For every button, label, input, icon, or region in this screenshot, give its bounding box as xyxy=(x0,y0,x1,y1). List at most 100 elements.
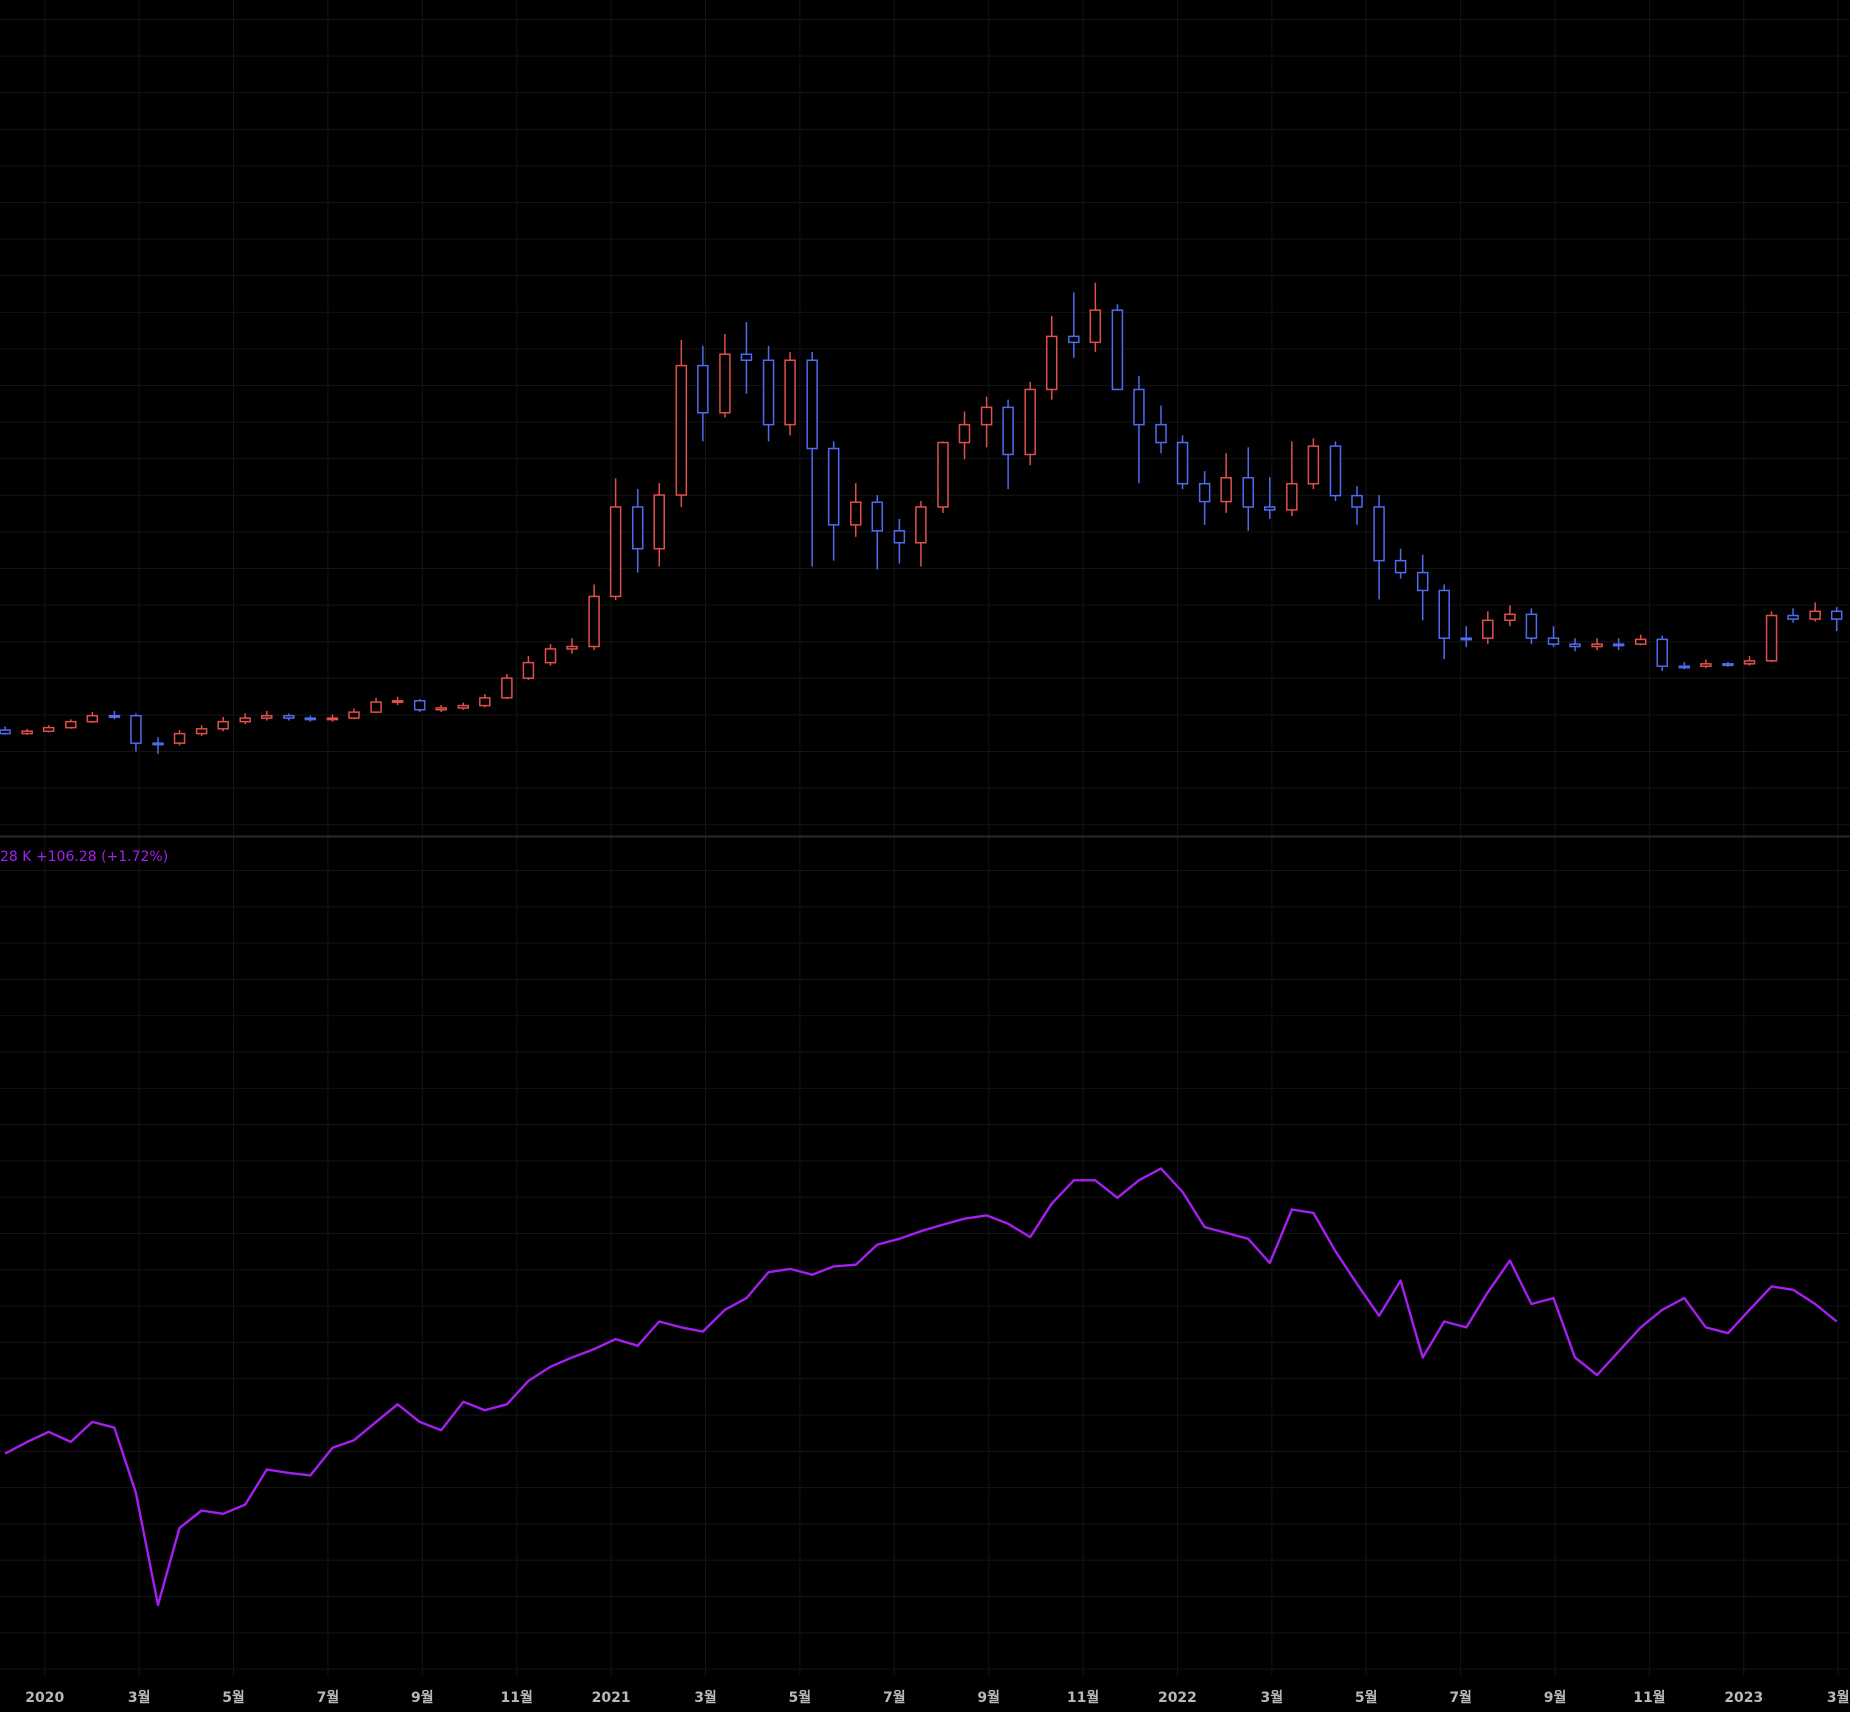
price-pane-grid xyxy=(0,0,1850,835)
candle-body xyxy=(348,711,360,719)
candle-body xyxy=(1351,494,1363,508)
x-tick-label: 11월 xyxy=(1067,1689,1099,1706)
candle-body xyxy=(1373,506,1385,562)
x-tick-label: 5월 xyxy=(789,1689,812,1706)
candle-body xyxy=(1656,638,1669,667)
candle-body xyxy=(1722,663,1734,667)
candle-body xyxy=(566,645,578,650)
candle-body xyxy=(21,730,33,735)
candle-body xyxy=(130,714,142,744)
x-tick-label: 9월 xyxy=(411,1689,434,1706)
candle-body xyxy=(1612,643,1625,647)
candle-body xyxy=(1307,445,1320,485)
candle-body xyxy=(239,717,251,723)
candle-body xyxy=(1460,637,1473,641)
x-tick-label: 7월 xyxy=(317,1689,340,1706)
candle-body xyxy=(1068,335,1080,344)
candle-body xyxy=(937,441,949,508)
candle-body xyxy=(413,700,426,711)
candle-body xyxy=(697,364,709,414)
x-tick-label: 9월 xyxy=(977,1689,1000,1706)
candle-body xyxy=(1242,476,1254,508)
candle-body xyxy=(1591,643,1603,648)
x-tick-label: 5월 xyxy=(1355,1689,1378,1706)
candle-body xyxy=(217,720,229,730)
x-tick-label: 3월 xyxy=(128,1689,151,1706)
candle-body xyxy=(1111,309,1124,391)
candle-body xyxy=(1830,610,1843,620)
x-tick-label: 3월 xyxy=(694,1689,717,1706)
candle-body xyxy=(65,720,77,729)
x-tick-label: 7월 xyxy=(1449,1689,1472,1706)
candle-body xyxy=(108,714,121,718)
candle-body xyxy=(304,717,317,721)
candle-body xyxy=(850,501,862,526)
candle-body xyxy=(1133,388,1145,426)
candle-body xyxy=(1809,610,1821,620)
candle-body xyxy=(893,530,906,544)
candle-body xyxy=(86,714,99,723)
candle-body xyxy=(1525,613,1538,639)
candle-body xyxy=(457,704,470,709)
candle-body xyxy=(1765,614,1778,662)
candle-body xyxy=(1743,660,1756,665)
candle-body xyxy=(370,701,382,713)
candle-body xyxy=(326,717,339,721)
candle-body xyxy=(1634,638,1647,645)
vertical-grid xyxy=(44,0,1839,1676)
x-tick-label: 2020 xyxy=(25,1690,64,1706)
candle-body xyxy=(762,359,775,426)
candle-body xyxy=(1394,559,1407,574)
x-tick-label: 3월 xyxy=(1827,1689,1850,1706)
candle-body xyxy=(1198,482,1211,503)
candle-body xyxy=(1089,309,1102,344)
candle-body xyxy=(261,714,273,719)
candle-body xyxy=(1220,476,1232,503)
candle-body xyxy=(1569,643,1581,648)
candle-body xyxy=(391,700,404,704)
candle-body xyxy=(42,726,55,732)
candle-body xyxy=(806,359,818,450)
x-tick-label: 9월 xyxy=(1544,1689,1567,1706)
candle-body xyxy=(1787,614,1799,620)
candle-body xyxy=(653,494,665,550)
indicator-line xyxy=(4,1167,1838,1607)
candle-body xyxy=(1045,335,1058,391)
candle-body xyxy=(675,364,688,496)
candle-body xyxy=(435,707,447,711)
candle-body xyxy=(1176,441,1189,485)
candle-body xyxy=(1416,571,1429,592)
candle-body xyxy=(544,648,557,664)
candle-body xyxy=(152,742,164,746)
indicator-legend: 28 K +106.28 (+1.72%) xyxy=(0,849,168,865)
candle-body xyxy=(980,406,993,426)
candle-body xyxy=(522,661,535,679)
candle-body xyxy=(1329,445,1342,497)
candle-body xyxy=(501,677,513,699)
candle-body xyxy=(958,423,971,444)
x-tick-label: 11월 xyxy=(500,1689,532,1706)
x-tick-label: 2021 xyxy=(592,1690,631,1706)
candle-body xyxy=(1504,613,1516,622)
x-tick-label: 5월 xyxy=(222,1689,245,1706)
indicator-pane-grid xyxy=(0,840,1850,1676)
candle-body xyxy=(631,506,644,550)
candle-body xyxy=(479,697,491,707)
candle-body xyxy=(1155,423,1167,444)
candle-body xyxy=(1002,406,1014,456)
candle-body xyxy=(1286,482,1298,511)
candle-body xyxy=(283,714,295,719)
candle-body xyxy=(1678,665,1691,669)
plot xyxy=(0,282,1843,1607)
candle-body xyxy=(915,506,927,544)
candle-body xyxy=(588,595,600,648)
candle-body xyxy=(1438,589,1450,639)
candle-body xyxy=(784,359,796,426)
candle-body xyxy=(1547,637,1560,645)
candle-body xyxy=(609,506,622,598)
x-tick-label: 11월 xyxy=(1633,1689,1665,1706)
candle-body xyxy=(719,353,731,414)
candle-body xyxy=(871,501,884,532)
candle-body xyxy=(173,732,186,744)
